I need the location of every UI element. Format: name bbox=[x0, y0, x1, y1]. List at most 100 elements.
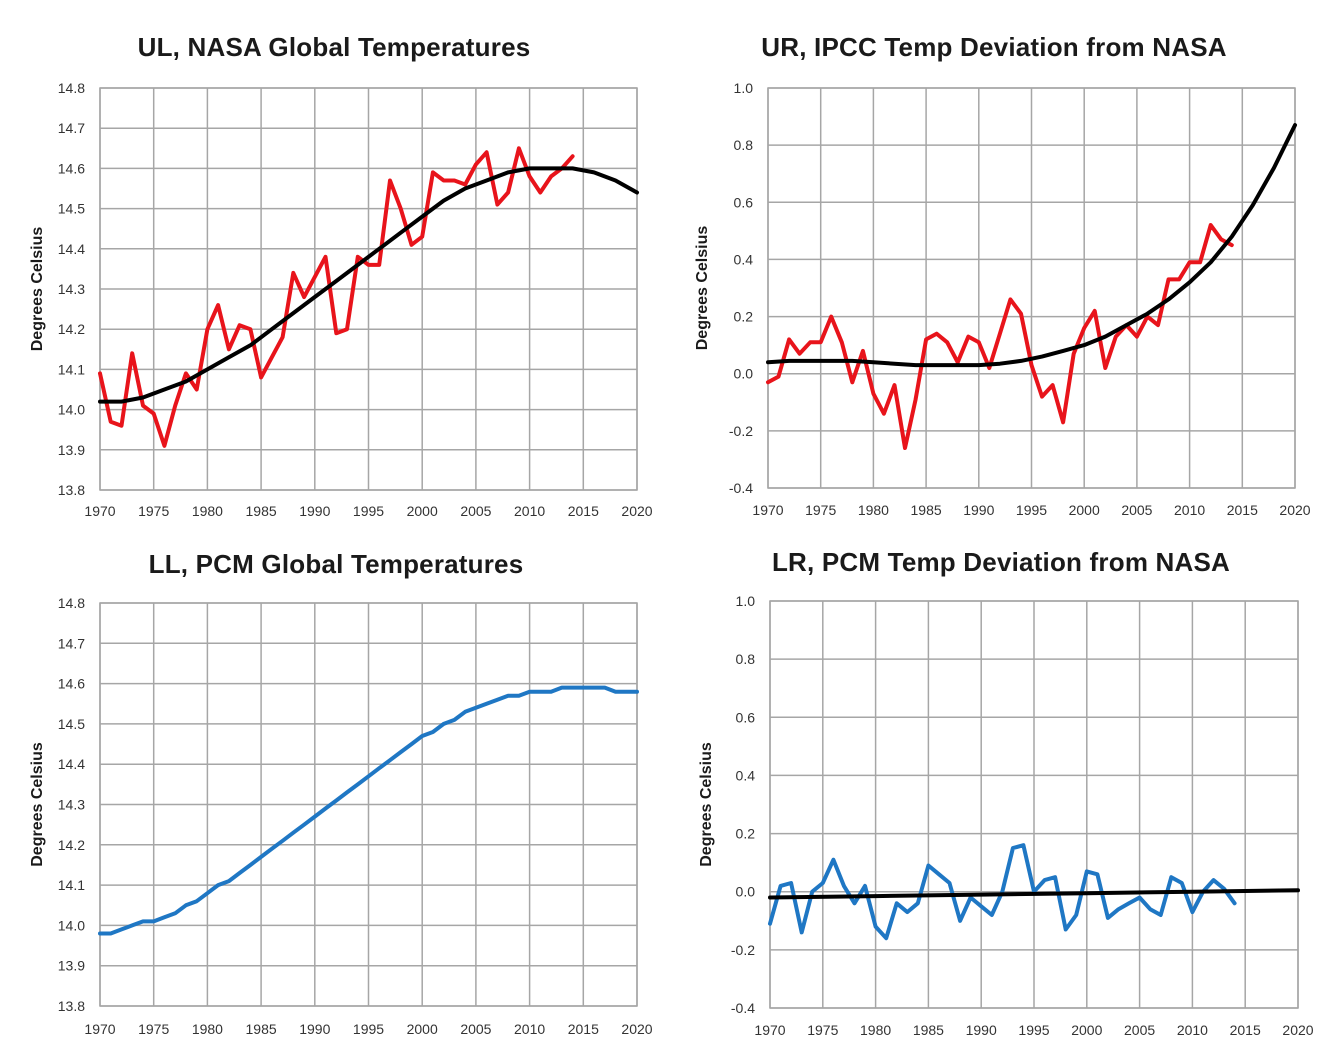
x-tick-label: 2005 bbox=[1121, 502, 1152, 518]
y-tick-label: 14.0 bbox=[58, 402, 85, 418]
y-tick-label: 14.3 bbox=[58, 797, 85, 813]
y-tick-label: 1.0 bbox=[736, 593, 756, 609]
chart-plot-ur: 1970 1975 1980 1985 1990 1995 2000 2005 2010 2015… bbox=[694, 80, 1311, 518]
x-tick-label: 1985 bbox=[911, 502, 942, 518]
x-tick-label: 2010 bbox=[1174, 502, 1205, 518]
x-tick-label: 1980 bbox=[192, 1021, 223, 1037]
x-tick-label: 1975 bbox=[138, 503, 169, 519]
x-tick-label: 2000 bbox=[1069, 502, 1100, 518]
y-tick-label: -0.2 bbox=[731, 942, 755, 958]
x-tick-label: 1975 bbox=[138, 1021, 169, 1037]
y-tick-label: 0.4 bbox=[736, 767, 756, 783]
y-tick-label: 14.1 bbox=[58, 361, 85, 377]
series-line-2 bbox=[766, 123, 1297, 368]
chart-plot-lr: 1970 1975 1980 1985 1990 1995 2000 2005 2010 2015… bbox=[698, 593, 1314, 1038]
y-tick-label: 0.0 bbox=[734, 366, 754, 382]
chart-panel-ul: UL, NASA Global Temperatures 1970 1975 198… bbox=[0, 0, 669, 527]
y-tick-label: 14.8 bbox=[58, 80, 85, 96]
x-tick-label: 2010 bbox=[514, 1021, 545, 1037]
y-axis-label: Degrees Celsius bbox=[29, 742, 46, 867]
y-tick-label: 0.4 bbox=[734, 251, 754, 267]
y-tick-label: 0.6 bbox=[734, 194, 754, 210]
series-line-1 bbox=[766, 223, 1234, 450]
y-tick-label: 13.8 bbox=[58, 998, 85, 1014]
y-tick-label: 14.8 bbox=[58, 595, 85, 611]
x-tick-label: 2005 bbox=[460, 1021, 491, 1037]
y-tick-label: 0.2 bbox=[734, 309, 754, 325]
y-tick-label: 0.8 bbox=[736, 651, 756, 667]
x-tick-label: 1975 bbox=[805, 502, 836, 518]
y-tick-label: 14.3 bbox=[58, 281, 85, 297]
x-tick-label: 1970 bbox=[84, 503, 115, 519]
y-tick-label: 13.8 bbox=[58, 482, 85, 498]
x-tick-label: 1985 bbox=[246, 503, 277, 519]
y-tick-label: 14.1 bbox=[58, 877, 85, 893]
y-tick-label: 14.0 bbox=[58, 917, 85, 933]
chart-panel-ll: LL, PCM Global Temperatures 1970 1975 1980… bbox=[0, 527, 669, 1054]
x-tick-label: 2005 bbox=[1124, 1022, 1155, 1038]
x-tick-label: 2020 bbox=[1282, 1022, 1313, 1038]
x-tick-label: 1975 bbox=[807, 1022, 838, 1038]
chart-title: LL, PCM Global Temperatures bbox=[148, 549, 524, 579]
x-tick-label: 1980 bbox=[858, 502, 889, 518]
x-tick-label: 2020 bbox=[621, 503, 652, 519]
series-line-2 bbox=[768, 888, 1300, 900]
series-line-1 bbox=[98, 146, 575, 448]
x-tick-label: 2020 bbox=[621, 1021, 652, 1037]
y-tick-label: 14.7 bbox=[58, 120, 85, 136]
y-tick-label: 14.5 bbox=[58, 716, 85, 732]
chart-title: UR, IPCC Temp Deviation from NASA bbox=[761, 32, 1227, 62]
y-tick-label: 14.4 bbox=[58, 756, 85, 772]
chart-plot-ul: 1970 1975 1980 1985 1990 1995 2000 2005 2010 2015… bbox=[29, 80, 653, 519]
x-tick-label: 1990 bbox=[299, 503, 330, 519]
series-line-2 bbox=[98, 166, 639, 404]
x-tick-label: 1995 bbox=[353, 1021, 384, 1037]
chart-title: LR, PCM Temp Deviation from NASA bbox=[771, 547, 1231, 577]
y-tick-label: -0.4 bbox=[731, 1000, 755, 1016]
x-tick-label: 1985 bbox=[246, 1021, 277, 1037]
y-tick-label: 14.2 bbox=[58, 321, 85, 337]
y-tick-label: -0.2 bbox=[729, 423, 753, 439]
x-tick-label: 2015 bbox=[568, 1021, 599, 1037]
x-tick-label: 2015 bbox=[1227, 502, 1258, 518]
x-tick-label: 2015 bbox=[1230, 1022, 1261, 1038]
x-tick-label: 2010 bbox=[514, 503, 545, 519]
y-tick-label: -0.4 bbox=[729, 480, 753, 496]
x-tick-label: 2005 bbox=[460, 503, 491, 519]
x-tick-label: 1990 bbox=[966, 1022, 997, 1038]
y-tick-label: 14.2 bbox=[58, 837, 85, 853]
chart-panel-ur: UR, IPCC Temp Deviation from NASA 1970 19… bbox=[669, 0, 1338, 527]
y-axis-label: Degrees Celsius bbox=[694, 226, 711, 351]
x-tick-label: 2010 bbox=[1177, 1022, 1208, 1038]
y-tick-label: 14.5 bbox=[58, 201, 85, 217]
chart-plot-ll: 1970 1975 1980 1985 1990 1995 2000 2005 2010 2015… bbox=[29, 595, 653, 1037]
y-tick-label: 0.6 bbox=[736, 709, 756, 725]
x-tick-label: 2000 bbox=[407, 503, 438, 519]
y-axis-label: Degrees Celsius bbox=[29, 227, 46, 352]
y-tick-label: 13.9 bbox=[58, 442, 85, 458]
x-tick-label: 2020 bbox=[1279, 502, 1310, 518]
x-tick-label: 1970 bbox=[752, 502, 783, 518]
chart-panel-lr: LR, PCM Temp Deviation from NASA 1970 197… bbox=[669, 527, 1338, 1054]
x-tick-label: 1990 bbox=[299, 1021, 330, 1037]
y-tick-label: 0.0 bbox=[736, 884, 756, 900]
series-line-1 bbox=[98, 685, 639, 936]
y-tick-label: 13.9 bbox=[58, 958, 85, 974]
y-axis-label: Degrees Celsius bbox=[698, 742, 715, 867]
y-tick-label: 0.2 bbox=[736, 826, 756, 842]
x-tick-label: 2015 bbox=[568, 503, 599, 519]
x-tick-label: 1970 bbox=[84, 1021, 115, 1037]
x-tick-label: 1985 bbox=[913, 1022, 944, 1038]
x-tick-label: 1990 bbox=[963, 502, 994, 518]
x-tick-label: 1970 bbox=[754, 1022, 785, 1038]
y-tick-label: 14.7 bbox=[58, 635, 85, 651]
x-tick-label: 1995 bbox=[353, 503, 384, 519]
x-tick-label: 1995 bbox=[1018, 1022, 1049, 1038]
y-tick-label: 14.6 bbox=[58, 676, 85, 692]
x-tick-label: 1980 bbox=[860, 1022, 891, 1038]
x-tick-label: 1980 bbox=[192, 503, 223, 519]
chart-title: UL, NASA Global Temperatures bbox=[137, 32, 531, 62]
x-tick-label: 2000 bbox=[1071, 1022, 1102, 1038]
y-tick-label: 14.4 bbox=[58, 241, 85, 257]
x-tick-label: 1995 bbox=[1016, 502, 1047, 518]
